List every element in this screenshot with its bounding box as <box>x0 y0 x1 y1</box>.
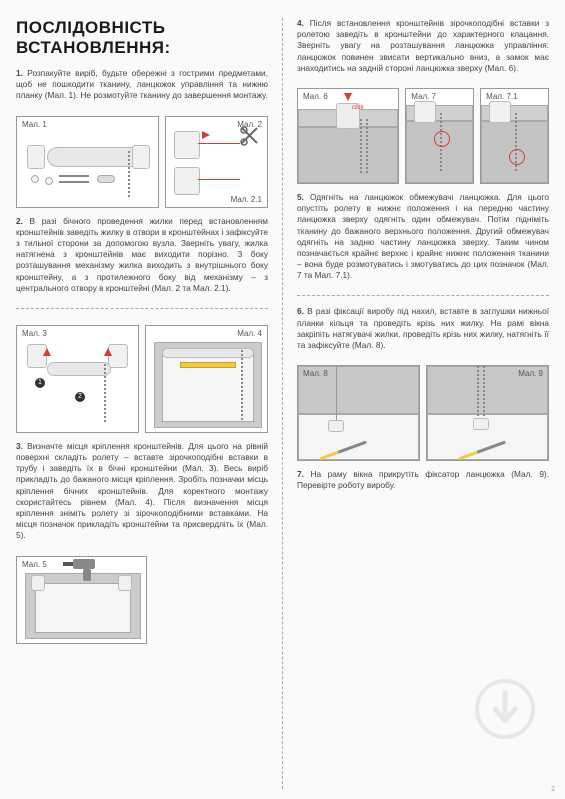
step-7-num: 7. <box>297 469 304 479</box>
fig-3-body: 1 2 <box>17 326 138 432</box>
step-1-body: Розпакуйте виріб, будьте обережні з гост… <box>16 68 268 100</box>
left-column: ПОСЛІДОВНІСТЬ ВСТАНОВЛЕННЯ: 1. Розпакуйт… <box>16 18 268 789</box>
fig-5-spacer <box>153 556 268 644</box>
fig-7-label: Мал. 7 <box>411 92 436 101</box>
step-4-num: 4. <box>297 18 304 28</box>
fig-9-body <box>427 366 548 460</box>
fig-71-label: Мал. 7.1 <box>486 92 517 101</box>
fig-9: Мал. 9 <box>426 365 549 461</box>
page: ПОСЛІДОВНІСТЬ ВСТАНОВЛЕННЯ: 1. Розпакуйт… <box>16 18 549 789</box>
fig-row-6-7: Мал. 6 click Мал. 7 <box>297 88 549 184</box>
step-7-body: На раму вікна прикрутіть фіксатор ланцюж… <box>297 469 549 490</box>
step-6: 6. В разі фіксації виробу під нахил, вст… <box>297 306 549 351</box>
fig-4: Мал. 4 <box>145 325 268 433</box>
fig-row-8-9: Мал. 8 Мал. 9 <box>297 365 549 461</box>
fig-2-body <box>166 117 267 207</box>
fig-8: Мал. 8 <box>297 365 420 461</box>
divider-left <box>16 308 268 309</box>
fig-7: Мал. 7 <box>405 88 474 184</box>
badge-1: 1 <box>35 378 45 388</box>
step-5-num: 5. <box>297 192 304 202</box>
step-7-text: 7. На раму вікна прикрутіть фіксатор лан… <box>297 469 549 491</box>
fig-9-label: Мал. 9 <box>518 369 543 378</box>
fig-2: Мал. 2 Мал. 2.1 <box>165 116 268 208</box>
fig-row-3-4: Мал. 3 1 2 Мал. 4 <box>16 325 268 433</box>
step-1-text: 1. Розпакуйте виріб, будьте обережні з г… <box>16 68 268 102</box>
right-column: 4. Після встановлення кронштейнів зірочк… <box>297 18 549 789</box>
fig-4-body <box>146 326 267 432</box>
divider-right <box>297 295 549 296</box>
fig-5: Мал. 5 <box>16 556 147 644</box>
step-6-text: 6. В разі фіксації виробу під нахил, вст… <box>297 306 549 351</box>
page-title: ПОСЛІДОВНІСТЬ ВСТАНОВЛЕННЯ: <box>16 18 268 58</box>
fig-5-label: Мал. 5 <box>22 560 47 569</box>
step-2-text: 2. В разі бічного проведення жилки перед… <box>16 216 268 294</box>
step-6-num: 6. <box>297 306 304 316</box>
fig-8-body <box>298 366 419 460</box>
fig-5-body <box>17 557 146 643</box>
fig-8-label: Мал. 8 <box>303 369 328 378</box>
fig-21-label: Мал. 2.1 <box>231 195 262 204</box>
step-2-num: 2. <box>16 216 23 226</box>
step-5-body: Одягніть на ланцюжок обмежувачі ланцюжка… <box>297 192 549 280</box>
fig-6-body: click <box>298 89 398 183</box>
step-2: 2. В разі бічного проведення жилки перед… <box>16 216 268 294</box>
step-2-body: В разі бічного проведення жилки перед вс… <box>16 216 268 293</box>
step-1: 1. Розпакуйте виріб, будьте обережні з г… <box>16 68 268 102</box>
divider-vertical <box>282 18 283 789</box>
fig-6-label: Мал. 6 <box>303 92 328 101</box>
fig-7-body <box>406 89 473 183</box>
step-3-text: 3. Визначте місця кріплення кронштейнів.… <box>16 441 268 542</box>
step-3-num: 3. <box>16 441 23 451</box>
badge-2: 2 <box>75 392 85 402</box>
fig-3: Мал. 3 1 2 <box>16 325 139 433</box>
step-3: 3. Визначте місця кріплення кронштейнів.… <box>16 441 268 542</box>
fig-2-label: Мал. 2 <box>237 120 262 129</box>
fig-4-label: Мал. 4 <box>237 329 262 338</box>
fig-1-body <box>17 117 158 207</box>
step-6-body: В разі фіксації виробу під нахил, вставт… <box>297 306 549 350</box>
step-5: 5. Одягніть на ланцюжок обмежувачі ланцю… <box>297 192 549 282</box>
fig-1-label: Мал. 1 <box>22 120 47 129</box>
drill-icon <box>63 557 103 585</box>
fig-row-5: Мал. 5 <box>16 556 268 644</box>
page-number: 2 <box>551 786 555 793</box>
step-1-num: 1. <box>16 68 23 78</box>
step-4: 4. Після встановлення кронштейнів зірочк… <box>297 18 549 74</box>
step-4-body: Після встановлення кронштейнів зірочкопо… <box>297 18 549 73</box>
click-label: click <box>352 105 364 111</box>
fig-1: Мал. 1 <box>16 116 159 208</box>
fig-6: Мал. 6 click <box>297 88 399 184</box>
fig-3-label: Мал. 3 <box>22 329 47 338</box>
step-7: 7. На раму вікна прикрутіть фіксатор лан… <box>297 469 549 491</box>
step-3-body: Визначте місця кріплення кронштейнів. Дл… <box>16 441 268 541</box>
step-4-text: 4. Після встановлення кронштейнів зірочк… <box>297 18 549 74</box>
fig-71-body <box>481 89 548 183</box>
fig-71: Мал. 7.1 <box>480 88 549 184</box>
fig-row-1-2: Мал. 1 Мал. 2 Мал. 2.1 <box>16 116 268 208</box>
step-5-text: 5. Одягніть на ланцюжок обмежувачі ланцю… <box>297 192 549 282</box>
